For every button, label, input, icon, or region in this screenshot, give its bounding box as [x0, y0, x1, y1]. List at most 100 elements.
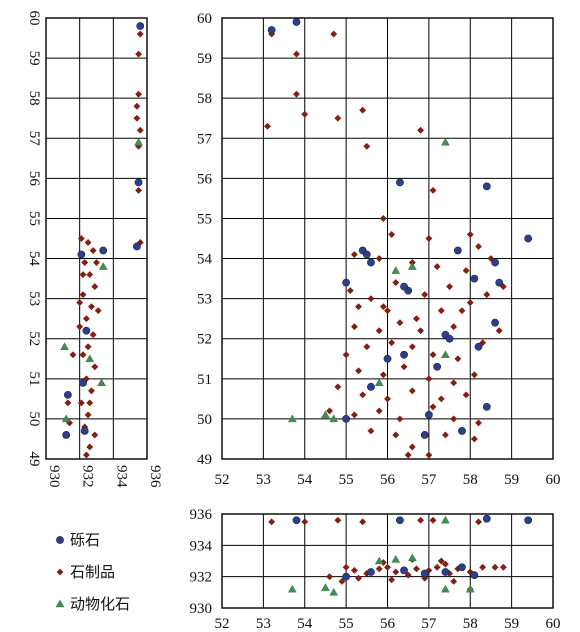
plan-point-stone [355, 367, 363, 375]
section-point-stone [384, 563, 391, 571]
plan-point-stone [384, 395, 391, 403]
side-point-stone [84, 239, 92, 246]
section-point-stone [479, 563, 487, 571]
plan-point-fossil [321, 410, 330, 419]
plan-point-stone [446, 283, 454, 291]
section-frame [221, 513, 554, 609]
side-point-stone [69, 351, 77, 359]
plan-x-tick-label: 58 [463, 472, 478, 488]
plan-point-gravel [524, 234, 533, 243]
plan-y-tick-label: 54 [197, 252, 213, 268]
plan-point-stone [437, 307, 445, 315]
side-point-gravel [79, 378, 87, 387]
plan-point-stone [367, 295, 375, 303]
side-point-stone [86, 271, 94, 279]
side-point-fossil [61, 414, 71, 423]
plan-point-gravel [453, 246, 462, 255]
side-point-stone [94, 307, 102, 315]
side-y-tick-label: 56 [26, 171, 42, 187]
plan-point-stone [425, 375, 433, 383]
section-point-gravel [420, 569, 429, 578]
side-point-stone [79, 351, 87, 359]
side-point-stone [84, 411, 92, 419]
section-point-stone [301, 518, 309, 526]
section-point-gravel [342, 572, 351, 581]
legend-marker-gravel [56, 536, 64, 544]
side-point-gravel [99, 246, 108, 255]
plan-point-stone [375, 327, 383, 335]
plan-point-stone [466, 299, 474, 307]
plan-point-fossil [441, 137, 450, 146]
side-x-tick-label: 932 [80, 465, 96, 488]
side-point-stone [136, 126, 144, 134]
side-point-stone [76, 299, 84, 307]
plan-point-gravel [396, 178, 404, 187]
plan-y-tick-label: 50 [197, 412, 212, 428]
side-point-stone [133, 114, 141, 122]
plan-point-stone [429, 403, 437, 411]
side-x-tick-label: 930 [46, 465, 62, 488]
plan-point-gravel [292, 18, 301, 26]
section-point-fossil [321, 583, 330, 591]
side-point-gravel [134, 178, 143, 187]
plan-point-stone [470, 371, 478, 379]
section-point-stone [450, 577, 458, 585]
plan-point-stone [350, 411, 358, 419]
plan-point-stone [475, 419, 483, 427]
plan-point-stone [396, 415, 404, 423]
plan-y-tick-label: 49 [197, 452, 212, 468]
plan-point-gravel [458, 427, 466, 435]
side-point-fossil [60, 342, 69, 350]
side-point-stone [77, 235, 85, 242]
section-point-stone [268, 518, 276, 526]
plan-frame [221, 17, 554, 460]
plan-point-stone [375, 255, 383, 263]
plan-point-stone [412, 315, 420, 323]
plan-point-stone [292, 50, 300, 58]
side-y-tick-label: 60 [26, 11, 42, 26]
side-point-stone [93, 259, 100, 267]
plan-point-stone [404, 451, 412, 459]
side-point-stone [135, 90, 143, 98]
section-point-fossil [391, 555, 401, 563]
side-y-tick-label: 51 [26, 371, 42, 386]
plan-y-tick-label: 53 [197, 292, 212, 308]
legend-label-stone: 石制品 [70, 563, 115, 581]
plan-point-gravel [424, 410, 433, 419]
plan-x-tick-label: 59 [504, 472, 519, 488]
plan-y-tick-label: 55 [197, 211, 212, 227]
section-point-gravel [367, 568, 375, 576]
plan-point-stone [396, 319, 404, 327]
plan-point-stone [462, 391, 470, 399]
plan-point-stone [355, 303, 363, 311]
section-y-tick-label: 930 [190, 601, 213, 617]
plan-point-gravel [495, 278, 504, 287]
plan-y-tick-label: 58 [197, 91, 212, 107]
plan-y-tick-label: 57 [197, 131, 213, 147]
plan-x-tick-label: 57 [421, 472, 437, 488]
section-y-tick-label: 936 [190, 507, 213, 523]
side-point-stone [86, 443, 94, 451]
plan-x-tick-label: 60 [546, 472, 561, 488]
plan-point-stone [392, 279, 400, 287]
section-x-tick-label: 52 [215, 616, 230, 632]
side-point-stone [135, 50, 143, 58]
section-point-fossil [329, 587, 339, 596]
plan-point-gravel [342, 415, 351, 423]
section-point-stone [437, 557, 445, 565]
plan-y-tick-label: 60 [197, 11, 212, 27]
plan-point-stone [450, 415, 458, 423]
section-point-stone [355, 574, 363, 582]
plan-point-stone [433, 263, 441, 271]
side-point-stone [76, 323, 84, 331]
side-y-tick-label: 49 [26, 452, 42, 467]
plan-point-stone [334, 114, 342, 122]
section-point-gravel [470, 571, 479, 579]
side-point-fossil [98, 262, 108, 270]
side-point-stone [79, 291, 87, 299]
plan-point-stone [350, 323, 358, 331]
plan-point-stone [421, 291, 429, 299]
plan-point-stone [462, 267, 470, 275]
plan-point-fossil [407, 262, 417, 270]
section-point-stone [404, 571, 412, 579]
